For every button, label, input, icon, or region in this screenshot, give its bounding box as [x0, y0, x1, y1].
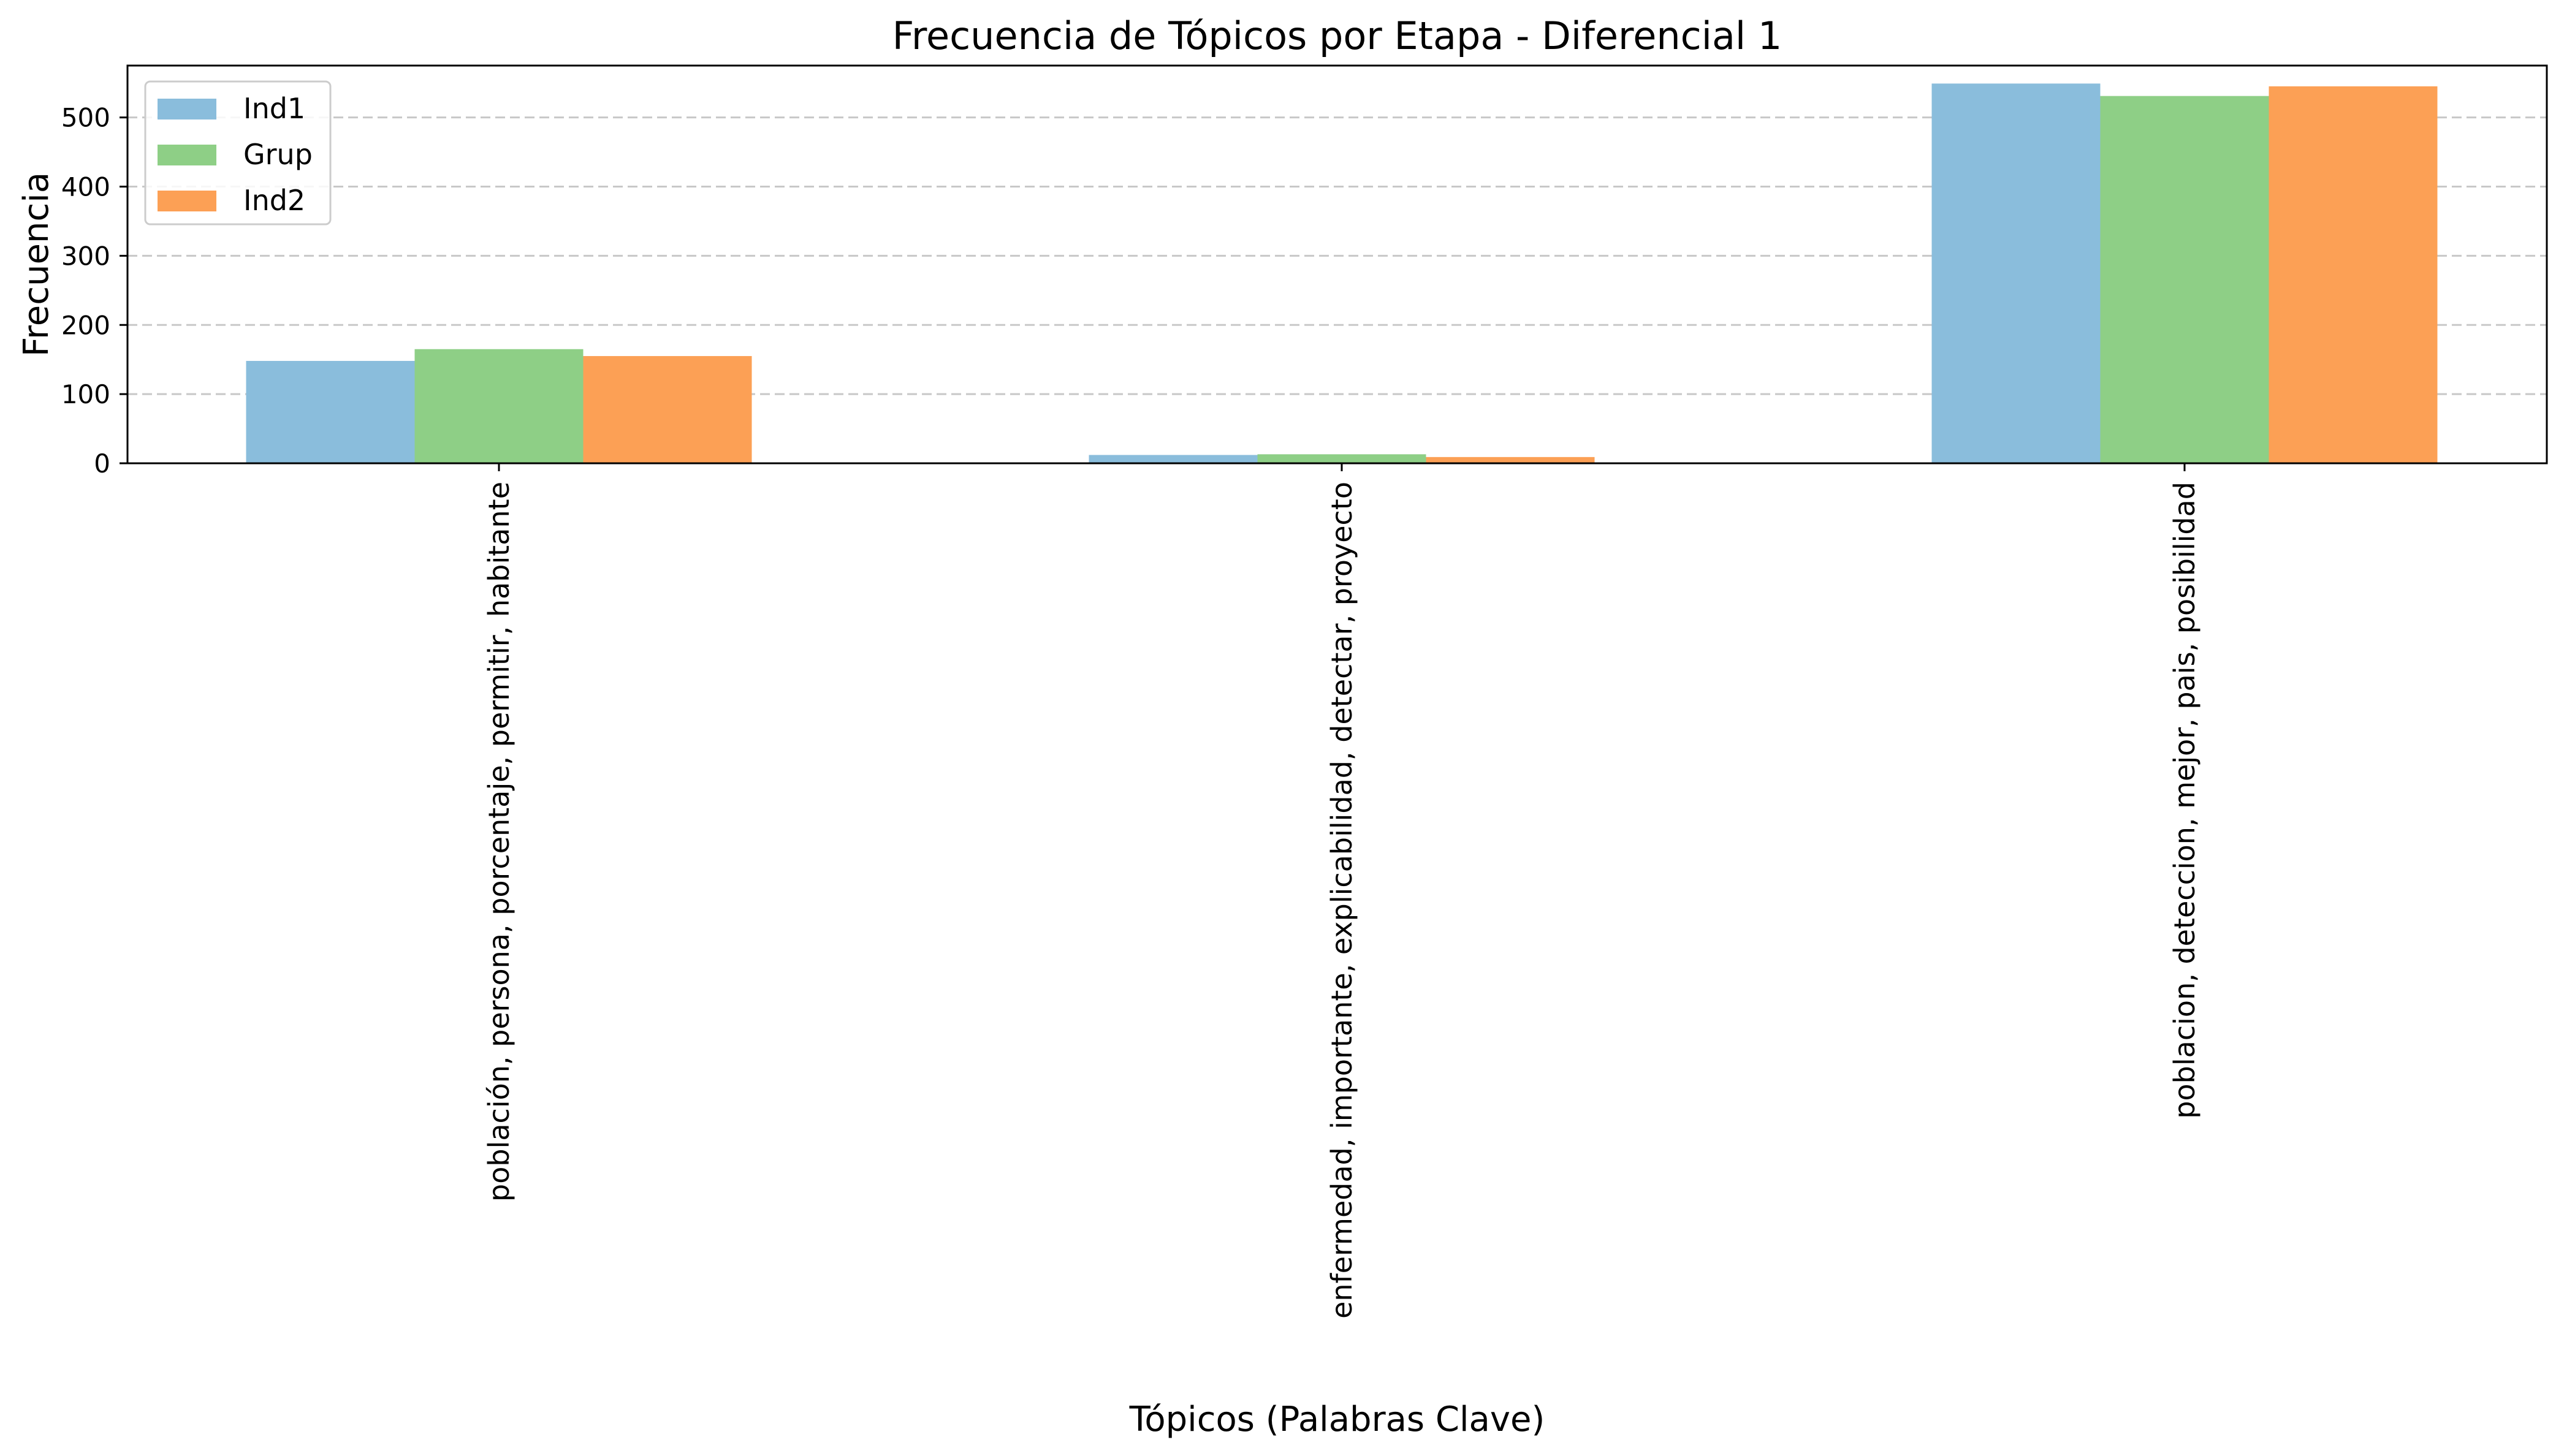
y-axis-label: Frecuencia — [17, 172, 56, 357]
x-axis-ticks: población, persona, porcentaje, permitir… — [482, 463, 2201, 1319]
bar-ind2-1 — [583, 356, 752, 463]
y-tick-label: 500 — [61, 103, 110, 133]
bar-ind2-2 — [1426, 457, 1595, 463]
y-axis-ticks: 0 100 200 300 400 500 — [61, 103, 127, 479]
bars — [246, 83, 2438, 464]
y-tick-label: 400 — [61, 172, 110, 202]
bar-grup-3 — [2100, 96, 2269, 464]
legend-label-grup: Grup — [243, 138, 313, 171]
bar-grup-1 — [414, 349, 584, 463]
legend-swatch-ind1 — [158, 99, 216, 119]
bar-ind1-1 — [246, 360, 415, 463]
chart-title: Frecuencia de Tópicos por Etapa - Difere… — [892, 13, 1782, 58]
legend: Ind1 Grup Ind2 — [144, 80, 332, 226]
x-tick-label: poblacion, deteccion, mejor, pais, posib… — [2168, 482, 2201, 1119]
plot-frame — [126, 64, 2548, 464]
y-tick-label: 200 — [61, 310, 110, 340]
bar-ind1-3 — [1931, 83, 2101, 464]
legend-label-ind2: Ind2 — [243, 184, 305, 217]
y-tick-label: 0 — [94, 449, 110, 479]
legend-swatch-grup — [158, 145, 216, 165]
legend-label-ind1: Ind1 — [243, 92, 305, 125]
legend-swatch-ind2 — [158, 191, 216, 211]
x-tick-label: enfermedad, importante, explicabilidad, … — [1325, 482, 1358, 1319]
x-axis-label: Tópicos (Palabras Clave) — [1129, 1400, 1545, 1439]
bar-ind2-3 — [2269, 86, 2438, 464]
bar-grup-2 — [1257, 454, 1426, 463]
y-tick-label: 300 — [61, 241, 110, 271]
bar-ind1-2 — [1089, 455, 1258, 463]
y-tick-label: 100 — [61, 379, 110, 409]
x-tick-label: población, persona, porcentaje, permitir… — [482, 482, 515, 1202]
